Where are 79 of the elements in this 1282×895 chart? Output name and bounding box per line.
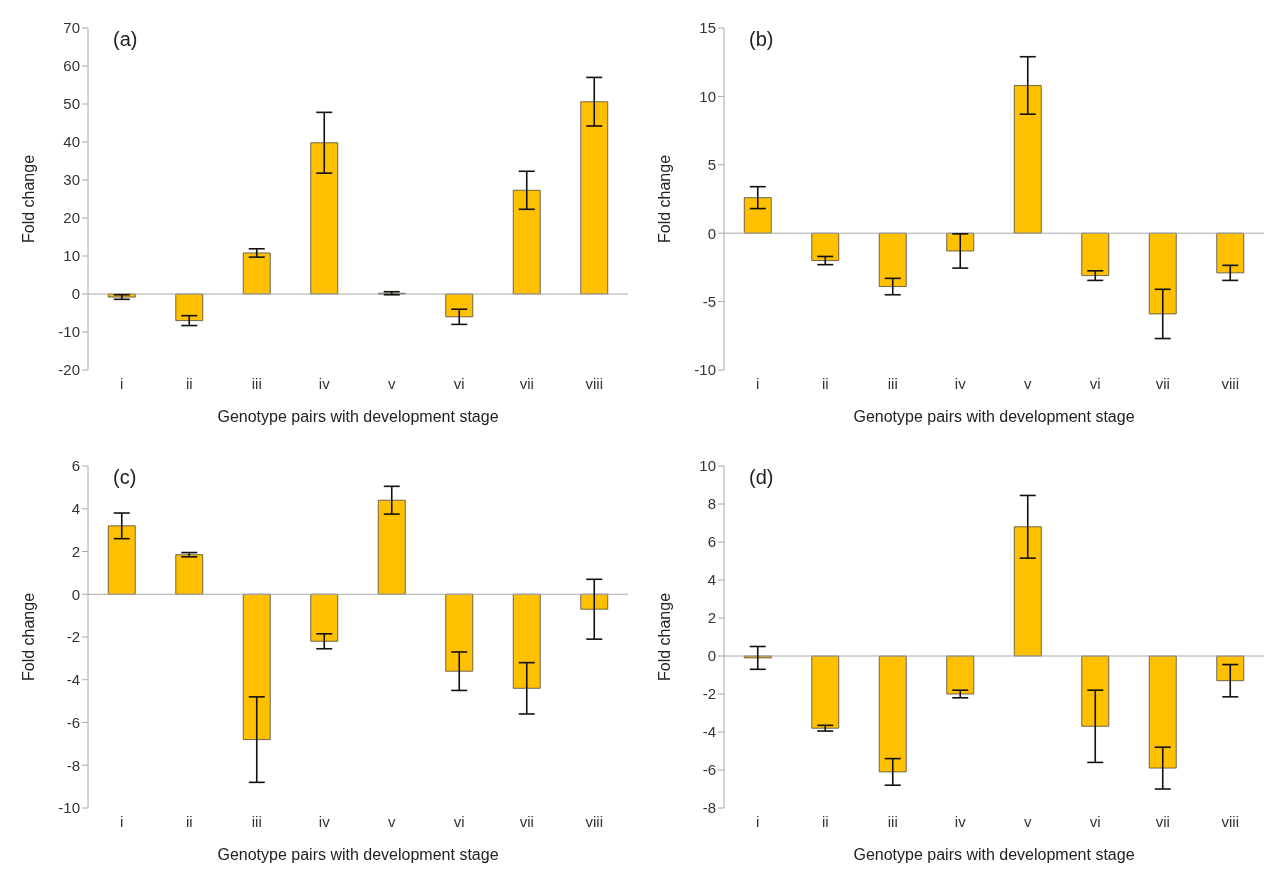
y-tick-label: 15: [699, 19, 716, 37]
x-tick-label: v: [1024, 812, 1032, 830]
y-tick-label: 8: [707, 495, 716, 513]
x-tick-label: viii: [1221, 812, 1239, 830]
x-tick-label: vi: [453, 374, 465, 392]
y-tick-label: 10: [63, 247, 80, 265]
y-tick-label: -4: [702, 723, 716, 741]
y-axis-title: Fold change: [655, 592, 673, 682]
y-tick-label: -5: [702, 292, 716, 310]
x-tick-label: viii: [585, 374, 603, 392]
y-tick-label: -20: [58, 361, 80, 379]
x-tick-label: i: [756, 374, 760, 392]
y-tick-label: 30: [63, 171, 80, 189]
y-tick-label: 4: [71, 500, 80, 518]
x-tick-label: iv: [954, 812, 967, 830]
y-tick-label: -8: [66, 756, 80, 774]
chart-title: (a): [113, 28, 138, 51]
x-tick-label: viii: [585, 812, 603, 830]
x-tick-label: iii: [887, 374, 898, 392]
x-tick-label: vi: [1089, 374, 1101, 392]
x-tick-label: v: [388, 374, 396, 392]
y-tick-label: -2: [66, 628, 80, 646]
y-tick-label: 6: [71, 457, 80, 475]
x-tick-label: vii: [1155, 812, 1170, 830]
y-tick-label: -2: [702, 685, 716, 703]
x-axis-title: Genotype pairs with development stage: [853, 846, 1135, 863]
y-tick-label: -10: [58, 799, 80, 817]
chart-title: (c): [113, 466, 137, 489]
x-tick-label: ii: [185, 374, 193, 392]
x-tick-label: iv: [318, 374, 331, 392]
y-tick-label: 20: [63, 209, 80, 227]
y-tick-label: -6: [66, 713, 80, 731]
x-tick-label: i: [756, 812, 760, 830]
y-tick-label: 40: [63, 133, 80, 151]
x-tick-label: v: [1024, 374, 1032, 392]
x-tick-label: iii: [251, 374, 262, 392]
y-tick-label: 0: [71, 285, 80, 303]
chart-title: (b): [749, 28, 774, 51]
y-tick-label: 10: [699, 87, 716, 105]
y-axis-title: Fold change: [19, 154, 37, 244]
x-tick-label: i: [120, 812, 124, 830]
y-tick-label: 2: [71, 542, 80, 560]
x-tick-label: ii: [185, 812, 193, 830]
y-tick-label: -4: [66, 671, 80, 689]
y-tick-label: 2: [707, 609, 716, 627]
y-tick-label: 70: [63, 19, 80, 37]
x-tick-label: i: [120, 374, 124, 392]
y-tick-label: 0: [71, 585, 80, 603]
y-axis-title: Fold change: [19, 592, 37, 682]
x-tick-label: iv: [318, 812, 331, 830]
x-tick-label: vii: [519, 374, 534, 392]
y-tick-label: -8: [702, 799, 716, 817]
x-tick-label: vii: [1155, 374, 1170, 392]
x-tick-label: iii: [887, 812, 898, 830]
x-axis-title: Genotype pairs with development stage: [217, 846, 499, 863]
x-tick-label: viii: [1221, 374, 1239, 392]
x-tick-label: vi: [453, 812, 465, 830]
x-tick-label: v: [388, 812, 396, 830]
y-tick-label: 60: [63, 57, 80, 75]
y-tick-label: 5: [707, 156, 716, 174]
chart-title: (d): [749, 466, 774, 489]
x-tick-label: ii: [821, 812, 829, 830]
x-tick-label: iv: [954, 374, 967, 392]
x-axis-title: Genotype pairs with development stage: [217, 408, 499, 425]
y-tick-label: 6: [707, 533, 716, 551]
x-axis-title: Genotype pairs with development stage: [853, 408, 1135, 425]
y-tick-label: 0: [707, 647, 716, 665]
y-tick-label: 0: [707, 224, 716, 242]
x-tick-label: ii: [821, 374, 829, 392]
x-tick-label: iii: [251, 812, 262, 830]
x-tick-label: vi: [1089, 812, 1101, 830]
y-tick-label: 50: [63, 95, 80, 113]
y-tick-label: -10: [58, 323, 80, 341]
y-axis-title: Fold change: [655, 154, 673, 244]
x-tick-label: vii: [519, 812, 534, 830]
y-tick-label: -10: [694, 361, 716, 379]
y-tick-label: 4: [707, 571, 716, 589]
y-tick-label: 10: [699, 457, 716, 475]
y-tick-label: -6: [702, 761, 716, 779]
